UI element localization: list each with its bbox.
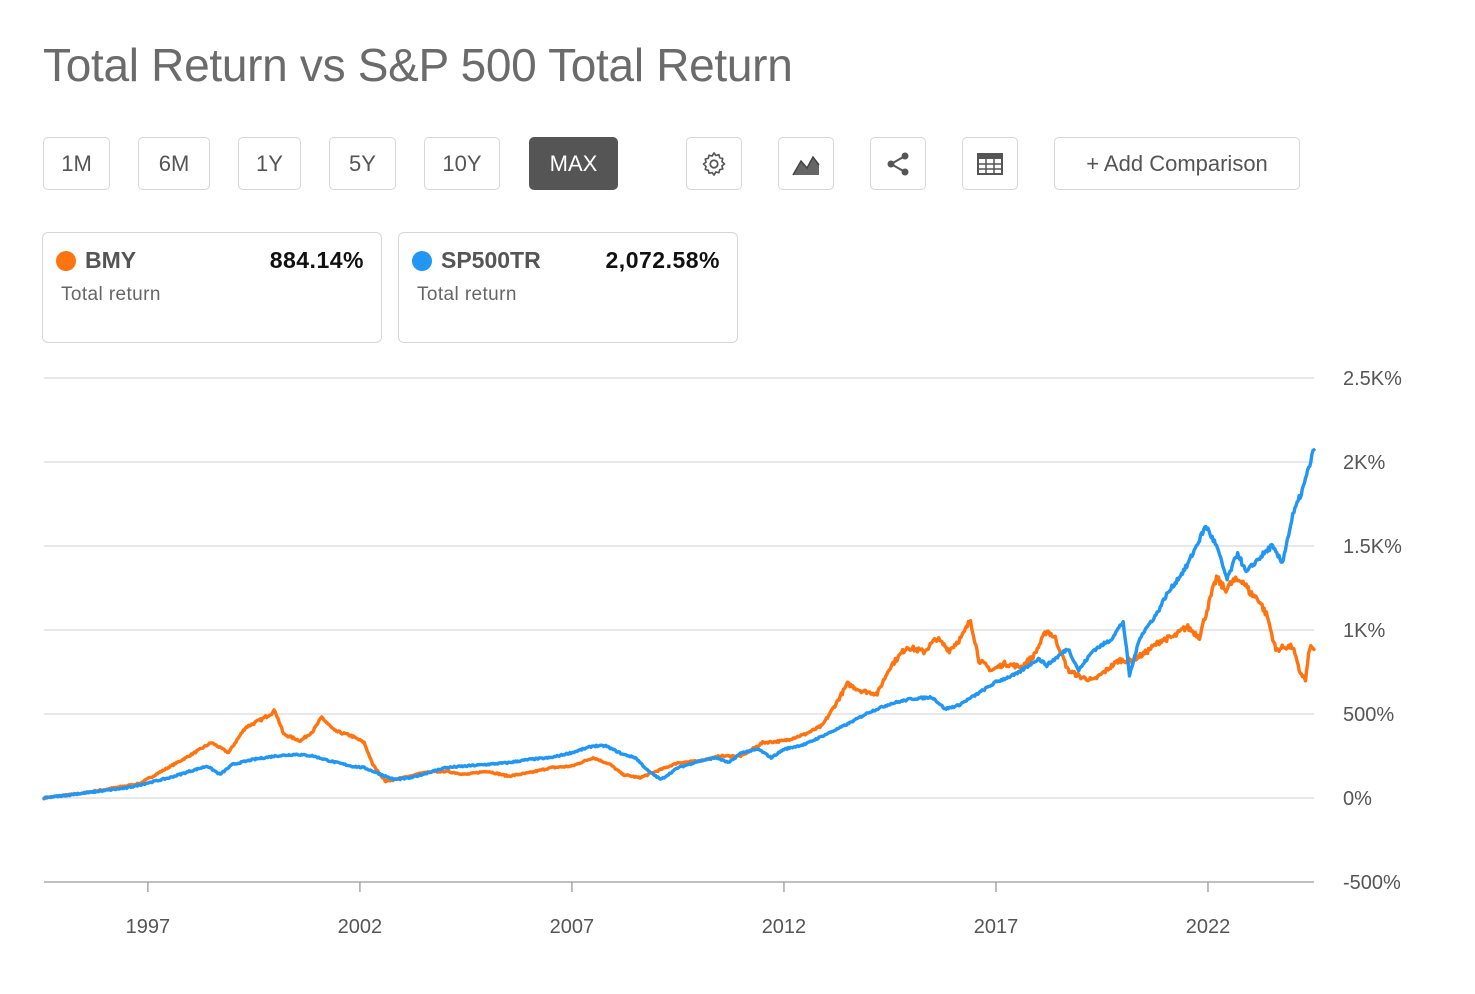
settings-button[interactable]	[686, 137, 742, 190]
range-1m-button[interactable]: 1M	[43, 137, 110, 190]
x-tick-label: 2007	[550, 916, 595, 938]
range-max-button[interactable]: MAX	[529, 137, 618, 190]
add-comparison-button[interactable]: + Add Comparison	[1054, 137, 1300, 190]
y-tick-label: 0%	[1343, 788, 1372, 810]
card-subtitle: Total return	[61, 284, 161, 305]
x-tick-label: 2022	[1186, 916, 1231, 938]
series-line-bmy	[42, 574, 1316, 801]
table-view-button[interactable]	[962, 137, 1018, 190]
x-tick-label: 2002	[338, 916, 383, 938]
y-tick-label: -500%	[1343, 872, 1401, 894]
y-tick-label: 500%	[1343, 704, 1394, 726]
y-tick-label: 1.5K%	[1343, 536, 1402, 558]
page-title: Total Return vs S&P 500 Total Return	[43, 39, 793, 91]
y-tick-label: 2K%	[1343, 452, 1385, 474]
table-icon	[977, 152, 1003, 175]
area-chart-icon	[792, 155, 820, 175]
y-tick-label: 2.5K%	[1343, 368, 1402, 390]
card-ticker: SP500TR	[441, 247, 541, 273]
x-tick-label: 1997	[126, 916, 171, 938]
series-color-dot	[56, 251, 76, 271]
series-color-dot	[412, 251, 432, 271]
range-10y-button[interactable]: 10Y	[424, 137, 500, 190]
legend-card-bmy[interactable]: BMY 884.14% Total return	[42, 232, 382, 343]
share-button[interactable]	[870, 137, 926, 190]
chart-type-button[interactable]	[778, 137, 834, 190]
share-icon	[887, 152, 909, 175]
card-value: 2,072.58%	[605, 247, 720, 273]
gear-icon	[702, 151, 726, 176]
range-5y-button[interactable]: 5Y	[329, 137, 396, 190]
y-tick-label: 1K%	[1343, 620, 1385, 642]
range-1y-button[interactable]: 1Y	[238, 137, 301, 190]
legend-card-sp500tr[interactable]: SP500TR 2,072.58% Total return	[398, 232, 738, 343]
series-line-sp500tr	[42, 448, 1316, 800]
x-tick-label: 2017	[974, 916, 1019, 938]
range-6m-button[interactable]: 6M	[138, 137, 210, 190]
x-tick-label: 2012	[762, 916, 807, 938]
card-value: 884.14%	[269, 247, 364, 273]
card-ticker: BMY	[85, 247, 137, 273]
card-subtitle: Total return	[417, 284, 517, 305]
